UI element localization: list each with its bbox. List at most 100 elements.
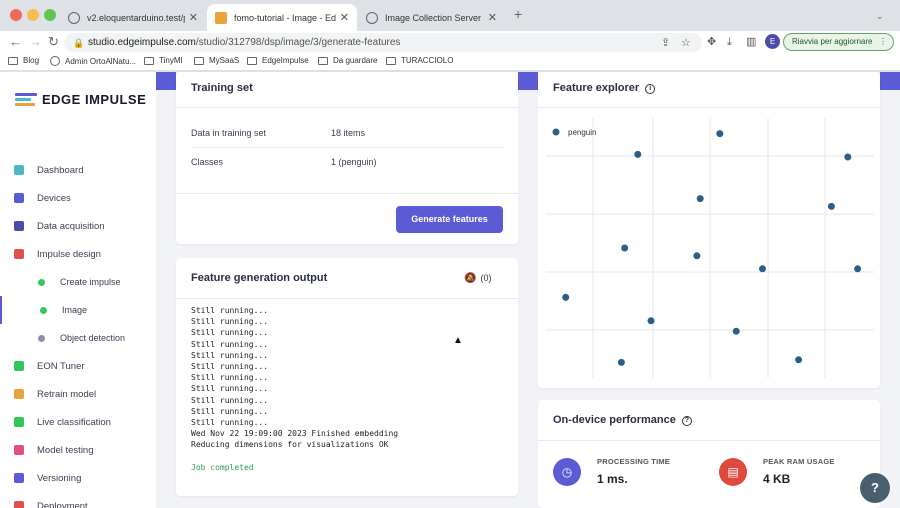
console-log: Still running... Still running... Still ru… <box>191 305 398 473</box>
log-line: Reducing dimensions for visualizations O… <box>191 440 389 450</box>
data-point[interactable] <box>634 150 642 158</box>
sidebar-item-data-acquisition[interactable]: Data acquisition <box>0 212 156 240</box>
bookmark-item[interactable]: TinyMl <box>144 56 182 65</box>
bookmark-star-icon[interactable]: ☆ <box>681 37 691 49</box>
training-data-value: 18 items <box>331 128 366 138</box>
tab-close-icon[interactable]: ✕ <box>487 12 497 24</box>
sidebar-item-label: Model testing <box>37 444 94 456</box>
data-point[interactable] <box>647 317 655 325</box>
bookmark-label: MySaaS <box>209 56 240 65</box>
address-bar[interactable]: 🔒 studio.edgeimpulse.com/studio/312798/d… <box>64 33 702 52</box>
info-icon[interactable]: i <box>645 84 656 94</box>
bookmark-item[interactable]: Da guardare <box>318 56 377 65</box>
sidebar-item-label: Image <box>62 305 88 315</box>
clipboard-icon <box>14 445 24 455</box>
bookmark-item[interactable]: Blog <box>8 56 39 65</box>
bookmark-label: TURACCIOLO <box>401 56 454 65</box>
training-set-title: Training set <box>191 82 253 94</box>
reload-icon[interactable]: ↻ <box>48 34 59 49</box>
browser-toolbar: ← → ↻ 🔒 studio.edgeimpulse.com/studio/31… <box>0 31 900 53</box>
divider <box>176 107 518 108</box>
sidebar-item-versioning[interactable]: Versioning <box>0 464 156 492</box>
download-icon[interactable]: ⤓ <box>727 36 732 48</box>
dot-icon <box>40 306 47 314</box>
classes-value: 1 (penguin) <box>331 157 377 167</box>
sidebar-item-image[interactable]: Image <box>0 296 156 324</box>
data-point[interactable] <box>854 265 862 273</box>
sidebar-item-create-impulse[interactable]: Create impulse <box>0 268 156 296</box>
sidebar-item-deployment[interactable]: Deployment <box>0 492 156 508</box>
main-content: Training set Data in training set 18 ite… <box>156 72 900 508</box>
chip-icon <box>14 193 24 203</box>
data-point[interactable] <box>795 356 803 364</box>
data-point[interactable] <box>844 153 852 161</box>
feature-explorer-scatter-plot[interactable]: penguin <box>538 108 880 388</box>
bookmark-item[interactable]: MySaaS <box>194 56 239 65</box>
side-panel-icon[interactable]: ▥ <box>746 36 757 48</box>
profile-avatar[interactable]: E <box>765 34 780 49</box>
divider <box>538 107 880 108</box>
bookmark-item[interactable]: TURACCIOLO <box>386 56 453 65</box>
log-line: Still running... <box>191 395 269 405</box>
divider <box>538 440 880 441</box>
tab-close-icon[interactable]: ✕ <box>339 12 349 24</box>
browser-tab[interactable]: Image Collection Server ✕ <box>358 4 505 31</box>
sidebar-item-impulse-design[interactable]: Impulse design <box>0 240 156 268</box>
feature-output-title: Feature generation output <box>191 272 328 284</box>
tab-list-chevron-icon[interactable]: ⌄ <box>876 11 884 21</box>
browser-tab-active[interactable]: fomo-tutorial - Image - Edge I ✕ <box>207 4 357 31</box>
log-line: Wed Nov 22 19:09:00 2023 Finished embedd… <box>191 429 399 439</box>
data-point[interactable] <box>827 202 835 210</box>
sidebar-item-live-classification[interactable]: Live classification <box>0 408 156 436</box>
close-window-button[interactable] <box>10 9 22 21</box>
share-icon[interactable]: ⇪ <box>661 37 671 49</box>
log-line: Still running... <box>191 339 269 349</box>
help-chat-button[interactable]: ? <box>860 473 890 503</box>
sidebar-item-label: Object detection <box>60 333 126 343</box>
header-accent-bar <box>156 72 176 90</box>
data-point[interactable] <box>617 358 625 366</box>
folder-icon <box>386 56 396 65</box>
bookmark-item[interactable]: Admin OrtoAlNatu... <box>50 56 136 66</box>
data-point[interactable] <box>562 293 570 301</box>
sidebar-item-retrain-model[interactable]: Retrain model <box>0 380 156 408</box>
update-browser-button[interactable]: Riavvia per aggiornare ⋮ <box>783 33 894 51</box>
branch-icon <box>14 417 24 427</box>
pulse-icon <box>14 249 24 259</box>
log-line: Still running... <box>191 373 269 383</box>
divider <box>176 298 518 299</box>
browser-tab[interactable]: v2.eloquentarduino.test/posts ✕ <box>60 4 206 31</box>
shuffle-icon <box>14 389 24 399</box>
edge-impulse-logo[interactable]: EDGE IMPULSE <box>15 92 146 107</box>
data-point[interactable] <box>732 327 740 335</box>
sidebar-item-object-detection[interactable]: Object detection <box>0 324 156 352</box>
sidebar-item-eon-tuner[interactable]: EON Tuner <box>0 352 156 380</box>
back-arrow-icon[interactable]: ← <box>9 34 22 49</box>
log-line: Still running... <box>191 350 269 360</box>
bookmark-item[interactable]: EdgeImpulse <box>247 56 309 65</box>
notification-toggle[interactable]: 🔕 (0) <box>464 273 491 284</box>
maximize-window-button[interactable] <box>44 9 56 21</box>
sidebar-item-devices[interactable]: Devices <box>0 184 156 212</box>
minimize-window-button[interactable] <box>27 9 39 21</box>
log-line: Still running... <box>191 417 269 427</box>
processing-time-value: 1 ms. <box>597 472 628 486</box>
log-line: Still running... <box>191 317 269 327</box>
sidebar: EDGE IMPULSE Dashboard Devices Data acquis… <box>0 72 156 508</box>
data-point[interactable] <box>696 195 704 203</box>
sidebar-item-dashboard[interactable]: Dashboard <box>0 156 156 184</box>
bell-off-icon: 🔕 <box>464 273 477 284</box>
legend-marker <box>552 128 560 136</box>
data-point[interactable] <box>759 265 766 273</box>
data-point[interactable] <box>621 244 629 252</box>
git-icon <box>14 473 24 483</box>
sidebar-item-model-testing[interactable]: Model testing <box>0 436 156 464</box>
new-tab-icon[interactable]: + <box>514 6 523 22</box>
extensions-puzzle-icon[interactable]: ✥ <box>707 36 717 48</box>
data-point[interactable] <box>716 130 724 138</box>
data-point[interactable] <box>693 252 701 260</box>
info-icon[interactable]: ? <box>681 416 692 426</box>
tab-close-icon[interactable]: ✕ <box>188 12 198 24</box>
generate-features-button[interactable]: Generate features <box>396 206 503 233</box>
forward-arrow-icon[interactable]: → <box>29 34 42 49</box>
